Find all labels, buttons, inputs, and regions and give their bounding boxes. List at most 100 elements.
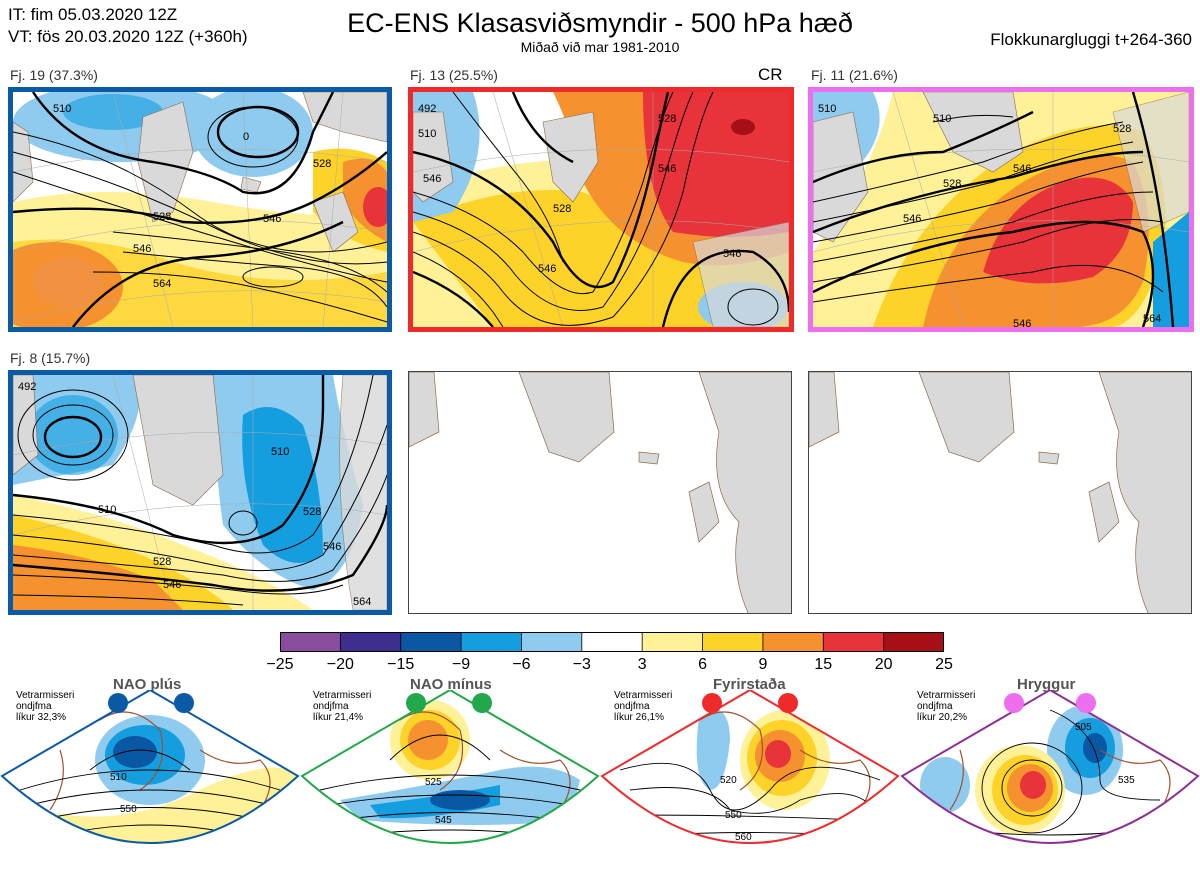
regime-info-line: ondjfma [16,701,52,712]
regime-dot [174,693,194,713]
colorbar [280,632,944,652]
contour-label: 546 [658,163,676,175]
colorbar-tick-label: 20 [874,656,893,673]
regime-dot [702,693,722,713]
contour-label: 492 [418,103,436,115]
contour-label: 510 [933,113,951,125]
regime-info-1: Vetrarmisseri ondjfma líkur 32,3% [16,690,74,723]
contour-label: 565 [445,850,462,861]
regime-info-4: Vetrarmisseri ondjfma líkur 20,2% [917,690,975,723]
regime-dot [108,693,128,713]
cluster-label-2: Fj. 13 (25.5%) [410,67,498,83]
regime-info-3: Vetrarmisseri ondjfma líkur 26,1% [614,690,672,723]
colorbar-tick-label: −6 [512,656,531,673]
init-time: IT: fim 05.03.2020 12Z [8,5,178,24]
colorbar-swatch [521,632,583,652]
contour-label: 505 [1075,722,1092,733]
contour-label: 510 [53,103,71,115]
cluster-label-3: Fj. 11 (21.6%) [811,67,898,83]
contour-label: 528 [303,506,321,518]
page-title: EC-ENS Klasasviðsmyndir - 500 hPa hæð [347,8,853,38]
contour-label: 564 [1143,313,1161,325]
contour-label: 546 [903,213,921,225]
contour-label: 510 [98,504,116,516]
regime-dot [1076,693,1096,713]
contour-label: 546 [538,263,556,275]
regime-label-blocking: Fyrirstaða [713,676,786,693]
contour-label: 546 [163,579,181,591]
regime-info-line: Vetrarmisseri [16,690,75,701]
regime-info-line: ondjfma [917,701,953,712]
contour-label: 528 [658,113,676,125]
contour-label: 550 [725,810,742,821]
cluster-map-1: 510 528 546 546 564 528 0 [8,87,392,332]
contour-label: 546 [263,213,281,225]
contour-label: 510 [271,446,289,458]
contour-label: 564 [353,596,371,608]
colorbar-tick-label: 15 [814,656,833,673]
regime-info-line: ondjfma [614,701,650,712]
colorbar-swatch [460,632,523,652]
regime-info-line: Vetrarmisseri [313,690,372,701]
cluster-label-1: Fj. 19 (37.3%) [10,67,98,83]
contour-label: 528 [553,203,571,215]
classification-window: Flokkunargluggi t+264-360 [990,30,1192,49]
regime-info-line: líkur 21,4% [313,712,364,723]
contour-label: 492 [18,381,36,393]
regime-fan-nao-plus: 510 550 [0,690,300,844]
contour-label: 546 [723,248,741,260]
cluster-badge-cr: CR [758,65,783,84]
regime-info-line: líkur 32,3% [16,712,67,723]
regime-fan-nao-minus: 525 545 565 [300,690,600,861]
cluster-map-3: 510 510 528 528 546 546 546 564 [808,87,1194,332]
forecast-times: IT: fim 05.03.2020 12Z VT: fös 20.03.202… [8,4,248,48]
contour-label: 510 [418,128,436,140]
contour-label: 528 [943,178,961,190]
colorbar-swatch [822,632,885,652]
contour-label: 560 [1098,837,1115,848]
colorbar-swatch [762,632,825,652]
contour-label: 528 [1113,123,1131,135]
cluster-map-4: 492 510 510 528 528 546 546 564 [8,370,392,615]
contour-label: 546 [423,173,441,185]
colorbar-swatch [702,632,764,652]
contour-label: 546 [323,541,341,553]
regime-info-line: líkur 20,2% [917,712,968,723]
contour-label: 560 [735,832,752,843]
contour-label: 546 [1013,163,1031,175]
contour-label: 546 [1013,318,1031,327]
regime-info-line: Vetrarmisseri [917,690,976,701]
contour-label: 528 [313,158,331,170]
contour-label: 525 [425,777,442,788]
contour-label: 520 [720,775,737,786]
regime-fan-blocking: 520 550 560 [600,690,900,844]
contour-label: 545 [435,815,452,826]
contour-label: 550 [120,804,137,815]
regime-label-nao-minus: NAO mínus [410,676,492,693]
colorbar-swatch [339,632,402,652]
colorbar-tick-label: −25 [266,656,294,673]
colorbar-swatch [280,632,342,652]
cluster-label-4: Fj. 8 (15.7%) [10,350,91,366]
contour-label: 0 [243,131,249,143]
regime-dot [472,693,492,713]
regime-info-line: Vetrarmisseri [614,690,673,701]
colorbar-tick-label: −20 [326,656,354,673]
cluster-map-2: 492 510 546 528 546 528 546 546 [408,87,794,332]
contour-label: 528 [153,211,171,223]
regime-dot [778,693,798,713]
colorbar-tick-label: −9 [451,656,471,673]
regime-label-nao-plus: NAO plús [113,676,182,693]
contour-label: 564 [153,278,171,290]
colorbar-swatch [581,632,644,652]
colorbar-tick-label: −3 [572,656,591,673]
colorbar-tick-label: 25 [935,656,953,673]
valid-time: VT: fös 20.03.2020 12Z (+360h) [8,27,248,46]
contour-label: 535 [1118,775,1135,786]
colorbar-swatch [400,632,462,652]
regime-fan-ridge: 505 535 560 [900,690,1200,848]
empty-map-1 [408,371,792,614]
contour-label: 510 [818,103,836,115]
regime-label-ridge: Hryggur [1017,676,1076,693]
contour-label: 528 [153,556,171,568]
